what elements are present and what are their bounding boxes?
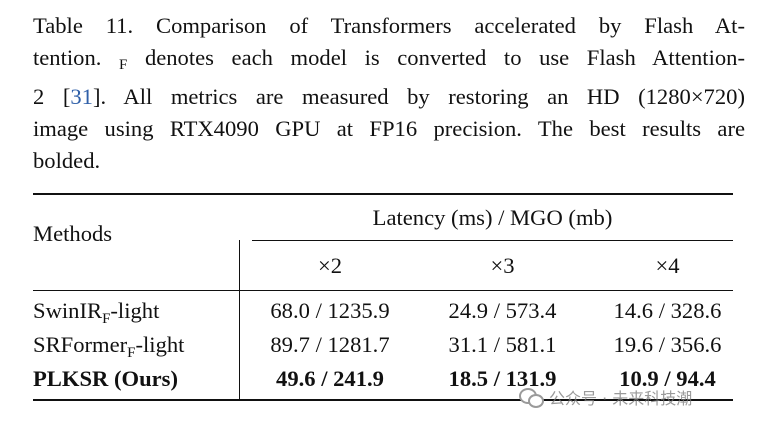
scale-header-x2: ×2 — [317, 253, 343, 278]
header-bottom-rule — [33, 290, 733, 291]
watermark-text: 公众号 · 未来科技潮 — [549, 389, 693, 408]
method-subscript: F — [127, 345, 136, 361]
table-row-method: PLKSR (Ours) — [33, 366, 178, 391]
table-cell: 14.6 / 328.6 — [613, 298, 722, 323]
table-cell: 89.7 / 1281.7 — [270, 332, 390, 357]
watermark: 公众号 · 未来科技潮 — [519, 382, 692, 412]
caption-line-4: image using RTX4090 GPU at FP16 precisio… — [33, 116, 745, 141]
table-cell: 18.5 / 131.9 — [448, 366, 557, 391]
column-divider — [239, 240, 240, 399]
table-cell: 24.9 / 573.4 — [448, 298, 557, 323]
citation-link[interactable]: 31 — [70, 84, 93, 109]
scale-header-x3: ×3 — [490, 253, 515, 278]
caption-text: denotes each model is converted to use F… — [144, 45, 745, 70]
table-cell: 19.6 / 356.6 — [613, 332, 722, 357]
table-cell: 49.6 / 241.9 — [276, 366, 384, 391]
latency-group-header: Latency (ms) / MGO (mb) — [372, 205, 613, 230]
method-suffix: -light — [135, 332, 185, 357]
method-subscript: F — [102, 311, 111, 327]
scale-header-x4: ×4 — [655, 253, 680, 278]
method-name: SwinIR — [33, 298, 103, 323]
caption-text: 2 [ — [33, 84, 71, 109]
table-row-method: SRFormerF-light — [33, 331, 184, 367]
methods-header: Methods — [33, 221, 113, 246]
caption-subscript: F — [119, 57, 128, 73]
table-row-method: SwinIRF-light — [33, 297, 159, 333]
table-caption: Table 11. Comparison of Transformers acc… — [33, 10, 745, 177]
table-cell: 10.9 / 94.4 — [619, 366, 716, 391]
method-name: SRFormer — [33, 332, 128, 357]
table-top-rule — [33, 193, 733, 195]
table-cell: 68.0 / 1235.9 — [270, 298, 390, 323]
caption-line-1: Table 11. Comparison of Transformers acc… — [33, 13, 745, 38]
table-cell: 31.1 / 581.1 — [448, 332, 557, 357]
caption-line-5: bolded. — [33, 148, 101, 173]
method-suffix: -light — [110, 298, 160, 323]
caption-line-3: 2 [31]. All metrics are measured by rest… — [33, 81, 745, 113]
caption-text: ]. All metrics are measured by restoring… — [92, 84, 745, 109]
group-header-rule — [252, 240, 733, 241]
caption-line-2: tention. F denotes each model is convert… — [33, 42, 745, 81]
wechat-icon — [519, 387, 544, 408]
caption-text: tention. — [33, 45, 102, 70]
table-bottom-rule — [33, 399, 733, 401]
